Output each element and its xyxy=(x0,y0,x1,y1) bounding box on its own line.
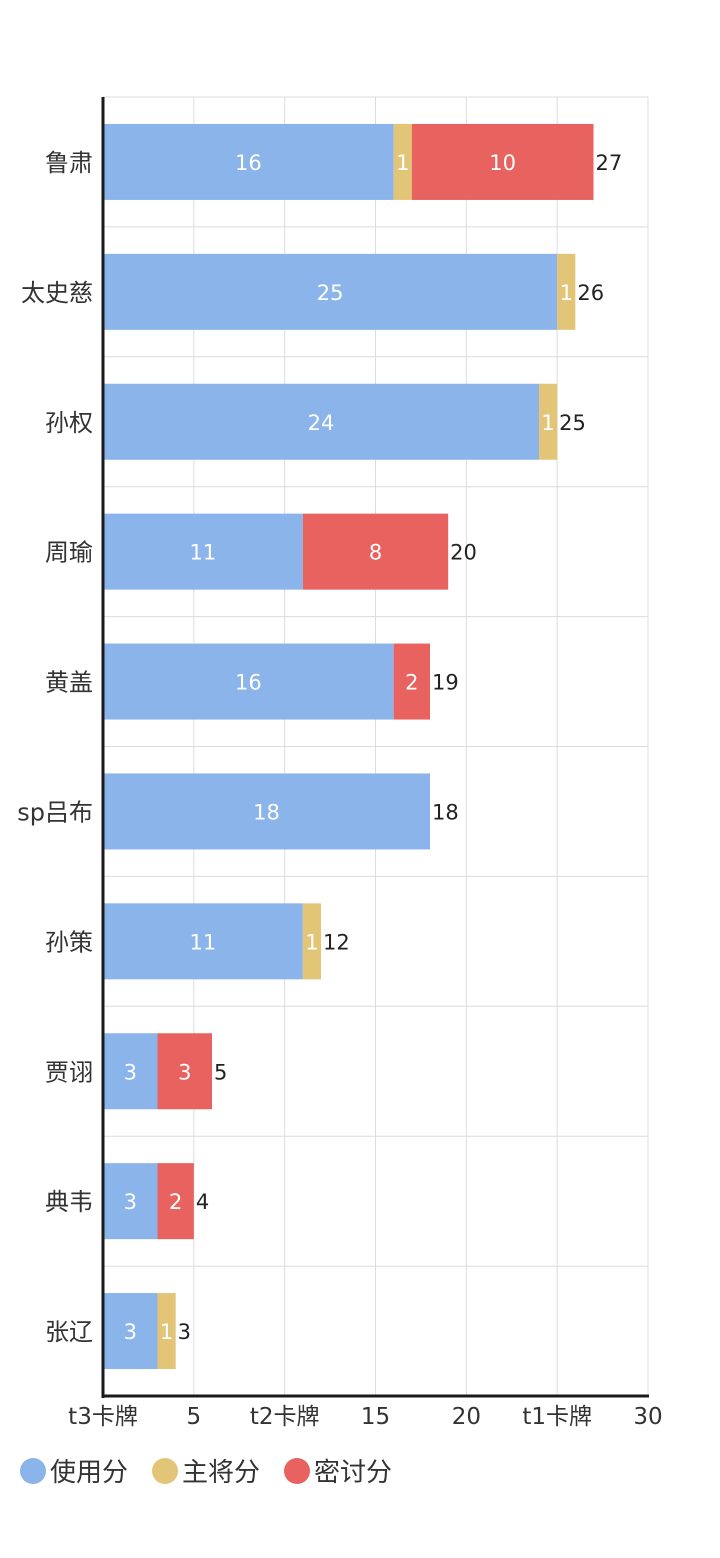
category-label: 黄盖 xyxy=(45,669,93,697)
category-label: sp吕布 xyxy=(17,798,93,826)
category-label: 周瑜 xyxy=(45,539,93,567)
bar-segment[interactable] xyxy=(557,253,576,330)
bar-value-label: 2 xyxy=(169,1190,182,1214)
legend-item-secret[interactable]: 密讨分 xyxy=(284,1452,392,1489)
bar-value-label: 25 xyxy=(317,281,344,305)
bar-segment[interactable] xyxy=(302,513,449,590)
category-label: 孙权 xyxy=(45,409,93,437)
legend-dot-usage xyxy=(20,1457,46,1484)
legend-item-usage[interactable]: 使用分 xyxy=(20,1452,128,1489)
bar-total-label: 19 xyxy=(432,671,459,695)
bar-value-label: 1 xyxy=(160,1320,173,1344)
bar-segment[interactable] xyxy=(393,123,412,200)
bar-total-label: 26 xyxy=(577,281,604,305)
legend-item-general[interactable]: 主将分 xyxy=(152,1452,260,1489)
bar-value-label: 1 xyxy=(541,411,554,435)
bar-value-label: 10 xyxy=(489,151,516,175)
bar-value-label: 8 xyxy=(369,541,382,565)
bar-total-label: 18 xyxy=(432,800,459,824)
legend-label-secret: 密讨分 xyxy=(314,1458,393,1488)
bar-value-label: 3 xyxy=(124,1190,137,1214)
category-label: 鲁肃 xyxy=(45,149,93,177)
bar-segment[interactable] xyxy=(157,1033,213,1110)
bar-value-label: 3 xyxy=(124,1060,137,1084)
bar-total-label: 4 xyxy=(196,1190,209,1214)
bar-segment[interactable] xyxy=(157,1163,194,1240)
x-tick-label: 20 xyxy=(452,1404,481,1430)
bar-total-label: 3 xyxy=(178,1320,191,1344)
x-tick-label: t2卡牌 xyxy=(250,1404,320,1430)
bar-segment[interactable] xyxy=(411,123,594,200)
bar-value-label: 16 xyxy=(235,671,262,695)
bar-value-label: 11 xyxy=(190,541,217,565)
bar-segment[interactable] xyxy=(393,643,430,720)
legend-dot-general xyxy=(152,1457,179,1484)
bar-total-label: 27 xyxy=(596,151,623,175)
bar-value-label: 1 xyxy=(560,281,573,305)
bar-segment[interactable] xyxy=(302,903,321,980)
category-label: 典韦 xyxy=(45,1188,93,1216)
bar-segment[interactable] xyxy=(103,1033,158,1110)
bar-value-label: 11 xyxy=(190,930,217,954)
legend-dot-secret xyxy=(284,1457,311,1484)
bar-value-label: 3 xyxy=(178,1060,191,1084)
bar-total-label: 12 xyxy=(323,930,350,954)
bar-value-label: 2 xyxy=(405,671,418,695)
bar-value-label: 24 xyxy=(308,411,335,435)
bar-segment[interactable] xyxy=(103,253,558,330)
legend-label-usage: 使用分 xyxy=(50,1458,129,1488)
bar-segment[interactable] xyxy=(103,903,303,980)
bar-segment[interactable] xyxy=(157,1293,176,1370)
bar-total-label: 5 xyxy=(214,1060,227,1084)
category-label: 张辽 xyxy=(45,1318,93,1346)
bar-segment[interactable] xyxy=(103,513,303,590)
bar-segment[interactable] xyxy=(103,1293,158,1370)
legend-label-general: 主将分 xyxy=(182,1458,261,1488)
category-label: 贾诩 xyxy=(45,1058,93,1086)
category-label: 太史慈 xyxy=(21,279,93,307)
x-tick-label: 30 xyxy=(633,1404,662,1430)
bar-value-label: 1 xyxy=(396,151,409,175)
bar-value-label: 18 xyxy=(253,800,280,824)
legend: 使用分 主将分 密讨分 xyxy=(20,1452,392,1489)
x-tick-label: t1卡牌 xyxy=(522,1404,592,1430)
x-tick-label: 5 xyxy=(187,1404,202,1430)
category-label: 孙策 xyxy=(45,928,93,956)
x-tick-label: t3卡牌 xyxy=(68,1404,138,1430)
bar-value-label: 16 xyxy=(235,151,262,175)
bar-segment[interactable] xyxy=(103,123,394,200)
bar-total-label: 25 xyxy=(559,411,586,435)
bar-segment[interactable] xyxy=(103,383,539,460)
bar-total-label: 20 xyxy=(450,541,477,565)
bar-value-label: 3 xyxy=(124,1320,137,1344)
bar-value-label: 1 xyxy=(305,930,318,954)
bar-segment[interactable] xyxy=(103,643,394,720)
bar-segment[interactable] xyxy=(103,773,430,850)
x-tick-label: 15 xyxy=(361,1404,390,1430)
bar-segment[interactable] xyxy=(539,383,558,460)
bar-segment[interactable] xyxy=(103,1163,158,1240)
